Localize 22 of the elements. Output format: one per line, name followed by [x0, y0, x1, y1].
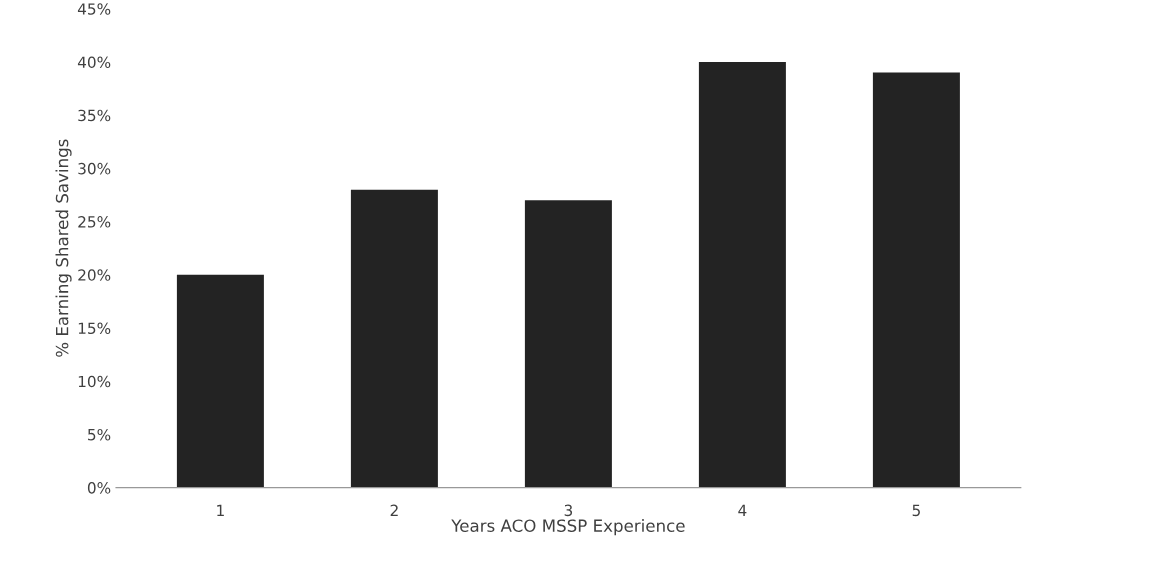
- x-tick-label: 1: [217, 504, 224, 516]
- bar: [698, 61, 786, 488]
- bar: [524, 200, 612, 488]
- x-axis-title: Years ACO MSSP Experience: [451, 519, 685, 536]
- x-tick-label: 3: [564, 504, 573, 517]
- y-tick-label: 10%: [78, 375, 111, 388]
- y-tick-label: 35%: [78, 109, 111, 122]
- bar: [176, 274, 264, 488]
- bar: [350, 189, 438, 488]
- bar: [872, 72, 960, 488]
- x-tick-label: 4: [738, 504, 747, 516]
- y-tick-label: 25%: [78, 216, 111, 228]
- y-tick-label: 20%: [78, 269, 111, 281]
- x-tick-label: 5: [912, 504, 920, 517]
- y-tick-label: 30%: [78, 162, 111, 175]
- x-tick-label: 2: [390, 504, 398, 516]
- y-tick-label: 0%: [87, 482, 111, 494]
- y-tick-label: 45%: [77, 3, 111, 15]
- y-axis-title: % Earning Shared Savings: [55, 139, 72, 357]
- y-tick-label: 40%: [77, 56, 111, 68]
- y-tick-label: 15%: [78, 322, 111, 335]
- y-tick-label: 5%: [88, 428, 111, 441]
